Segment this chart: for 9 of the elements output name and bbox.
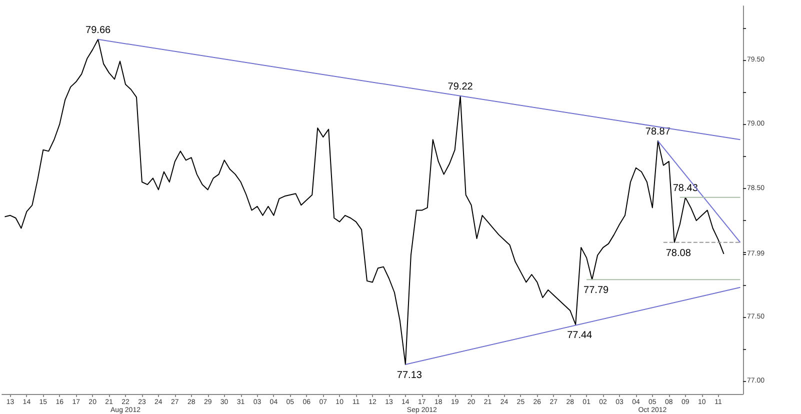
annotation: 78.87 [645, 126, 671, 138]
annotation: 77.44 [567, 330, 593, 342]
annotation: 77.13 [396, 370, 422, 381]
annotation: 79.22 [448, 81, 474, 92]
annotation: 78.43 [672, 182, 698, 194]
annotation: 78.08 [666, 248, 692, 259]
annotation: 77.79 [584, 285, 610, 296]
line-series [4, 38, 724, 365]
annotation: 79.66 [86, 24, 112, 36]
